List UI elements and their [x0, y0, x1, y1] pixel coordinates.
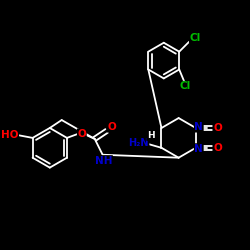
Text: H: H: [147, 132, 154, 140]
Text: HO: HO: [1, 130, 18, 140]
Text: H₂N: H₂N: [128, 138, 149, 148]
Text: O: O: [213, 143, 222, 153]
Text: O: O: [213, 123, 222, 133]
Text: N: N: [194, 122, 203, 132]
Text: O: O: [107, 122, 116, 132]
Text: NH: NH: [95, 156, 112, 166]
Text: N: N: [194, 144, 203, 154]
Text: O: O: [78, 129, 86, 139]
Text: Cl: Cl: [190, 33, 201, 43]
Text: Cl: Cl: [180, 81, 191, 91]
